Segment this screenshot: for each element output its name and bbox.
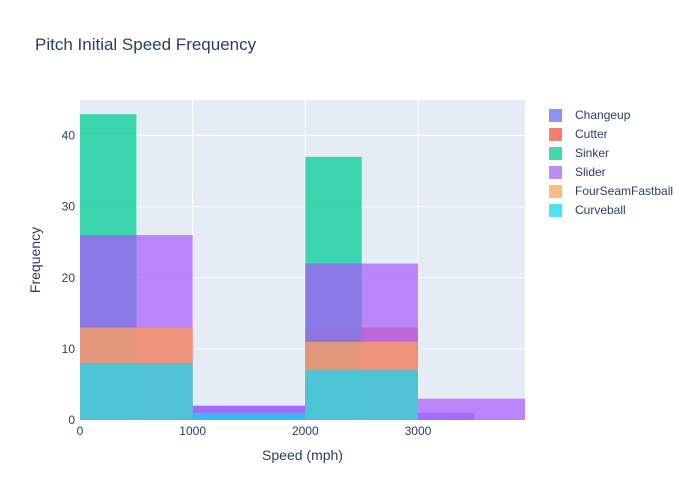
legend-item-slider[interactable]: Slider bbox=[549, 165, 606, 179]
x-tick-label: 2000 bbox=[292, 424, 319, 438]
legend-swatch bbox=[549, 147, 562, 160]
legend-swatch bbox=[549, 128, 562, 141]
legend-label: Sinker bbox=[575, 146, 609, 160]
y-tick-label: 20 bbox=[62, 271, 76, 285]
legend-item-curveball[interactable]: Curveball bbox=[549, 203, 626, 217]
bar[interactable] bbox=[192, 412, 306, 420]
y-tick-label: 30 bbox=[62, 200, 76, 214]
legend-swatch bbox=[549, 204, 562, 217]
legend-item-changeup[interactable]: Changeup bbox=[549, 108, 631, 122]
y-tick-label: 40 bbox=[62, 129, 76, 143]
y-axis-title: Frequency bbox=[27, 227, 43, 293]
legend-label: FourSeamFastball bbox=[575, 184, 673, 198]
legend-swatch bbox=[549, 166, 562, 179]
legend-swatch bbox=[549, 185, 562, 198]
bars bbox=[80, 114, 525, 420]
y-tick-label: 0 bbox=[68, 413, 75, 427]
x-axis-ticks: 0 1000 2000 3000 bbox=[77, 424, 432, 438]
legend-swatch bbox=[549, 109, 562, 122]
legend-item-fourseamfastball[interactable]: FourSeamFastball bbox=[549, 184, 673, 198]
x-axis-title: Speed (mph) bbox=[262, 447, 343, 463]
series-curveball bbox=[80, 363, 418, 420]
y-axis-ticks: 0 10 20 30 40 bbox=[62, 129, 76, 427]
legend-label: Changeup bbox=[575, 108, 631, 122]
legend-item-sinker[interactable]: Sinker bbox=[549, 146, 609, 160]
x-tick-label: 3000 bbox=[405, 424, 432, 438]
y-tick-label: 10 bbox=[62, 342, 76, 356]
legend-label: Cutter bbox=[575, 127, 608, 141]
bar[interactable] bbox=[80, 363, 193, 420]
legend: Changeup Cutter Sinker Slider FourSeamFastba… bbox=[549, 108, 673, 217]
x-tick-label: 1000 bbox=[179, 424, 206, 438]
legend-item-cutter[interactable]: Cutter bbox=[549, 127, 608, 141]
legend-label: Curveball bbox=[575, 203, 626, 217]
legend-label: Slider bbox=[575, 165, 606, 179]
chart-title: Pitch Initial Speed Frequency bbox=[35, 35, 257, 54]
x-tick-label: 0 bbox=[77, 424, 84, 438]
bar[interactable] bbox=[305, 370, 418, 420]
bar[interactable] bbox=[417, 398, 525, 420]
